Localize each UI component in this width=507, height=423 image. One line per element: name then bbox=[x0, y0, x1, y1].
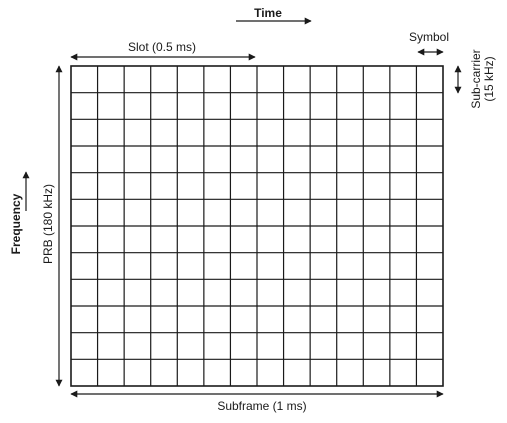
resource-grid bbox=[70, 65, 444, 387]
subframe-label: Subframe (1 ms) bbox=[217, 399, 306, 413]
subcarrier-label-line1: Sub-carrier bbox=[469, 49, 483, 108]
subcarrier-label-line2: (15 kHz) bbox=[482, 56, 496, 101]
symbol-label: Symbol bbox=[409, 30, 449, 44]
prb-label: PRB (180 kHz) bbox=[41, 184, 55, 264]
time-label: Time bbox=[254, 6, 282, 20]
frequency-label: Frequency bbox=[9, 193, 23, 254]
slot-label: Slot (0.5 ms) bbox=[128, 40, 196, 54]
